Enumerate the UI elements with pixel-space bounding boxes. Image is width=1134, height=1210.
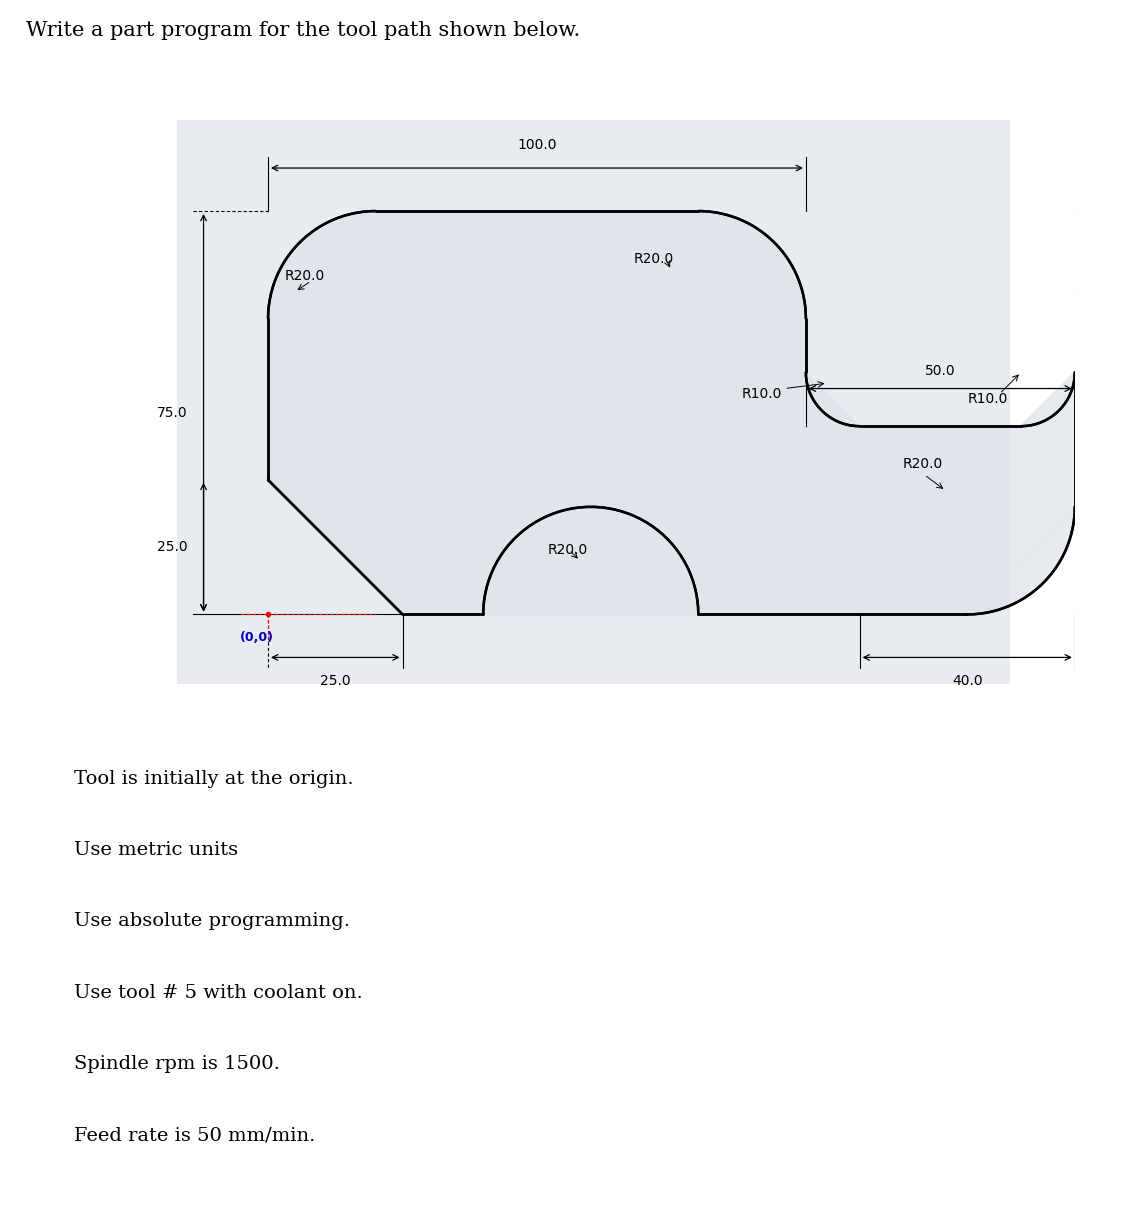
Text: R10.0: R10.0 xyxy=(742,387,781,401)
Text: Spindle rpm is 1500.: Spindle rpm is 1500. xyxy=(74,1055,280,1073)
Text: 100.0: 100.0 xyxy=(517,138,557,152)
Text: 75.0: 75.0 xyxy=(156,405,187,420)
Text: R10.0: R10.0 xyxy=(967,392,1008,407)
Text: 40.0: 40.0 xyxy=(951,674,982,687)
Polygon shape xyxy=(268,211,1075,615)
Text: Tool is initially at the origin.: Tool is initially at the origin. xyxy=(74,770,354,788)
Text: R20.0: R20.0 xyxy=(903,457,943,471)
Text: Use tool # 5 with coolant on.: Use tool # 5 with coolant on. xyxy=(74,984,363,1002)
Text: 25.0: 25.0 xyxy=(156,540,187,554)
FancyBboxPatch shape xyxy=(177,120,1010,685)
Text: Write a part program for the tool path shown below.: Write a part program for the tool path s… xyxy=(26,21,581,40)
Text: R20.0: R20.0 xyxy=(634,253,674,266)
Text: 25.0: 25.0 xyxy=(320,674,350,687)
Text: Use metric units: Use metric units xyxy=(74,841,238,859)
Text: 50.0: 50.0 xyxy=(925,364,956,378)
Text: Feed rate is 50 mm/min.: Feed rate is 50 mm/min. xyxy=(74,1127,315,1145)
Text: R20.0: R20.0 xyxy=(285,269,324,283)
Text: R20.0: R20.0 xyxy=(548,543,589,557)
Text: Use absolute programming.: Use absolute programming. xyxy=(74,912,349,930)
Text: (0,0): (0,0) xyxy=(240,630,274,644)
